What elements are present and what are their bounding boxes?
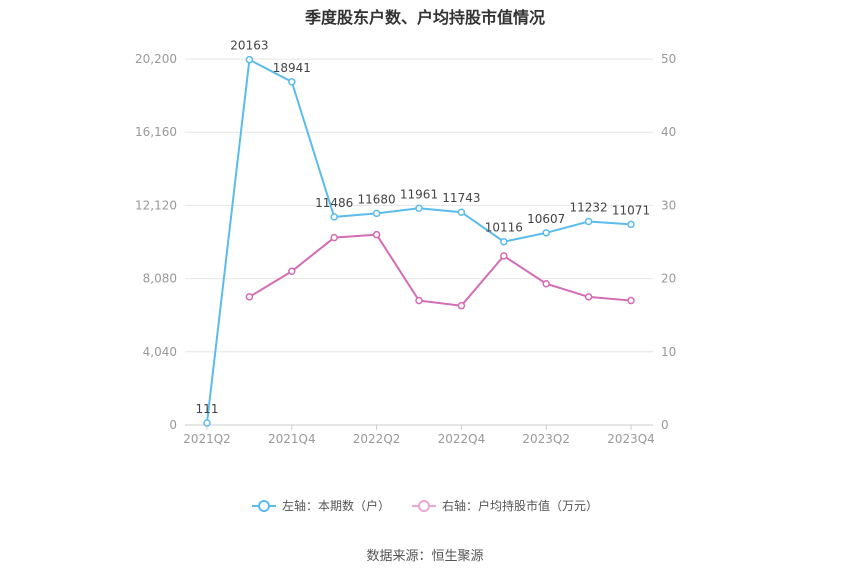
data-point-left [330, 213, 338, 221]
legend-left-label: 左轴：本期数（户） [281, 499, 390, 513]
x-tick-label: 2021Q2 [183, 432, 231, 446]
data-point-right [542, 279, 550, 288]
series-line-left [206, 58, 632, 424]
data-point-left [288, 78, 296, 86]
y-left-tick-label: 20,200 [135, 52, 177, 66]
data-point-left [584, 217, 593, 226]
data-label: 11071 [612, 203, 650, 217]
data-labels: 111 20163 18941 11486 11680 11961 11743 10116 10… [196, 39, 651, 416]
data-point-left [245, 55, 254, 64]
series-line-right [248, 233, 632, 307]
data-label: 10607 [527, 212, 565, 226]
x-tick-label: 2023Q2 [522, 432, 570, 446]
data-point-right [584, 293, 593, 301]
data-point-right [500, 252, 508, 260]
x-tick-label: 2021Q4 [268, 432, 316, 446]
data-point-right [330, 233, 338, 242]
y-right-tick-label: 20 [661, 272, 676, 286]
data-point-right [415, 296, 423, 305]
y-right-tick-label: 0 [661, 418, 669, 432]
series [203, 55, 635, 427]
y-left-tick-label: 0 [169, 418, 177, 432]
data-point-right [627, 296, 635, 305]
y-left-tick-label: 4,040 [143, 345, 177, 359]
data-point-right [372, 230, 381, 239]
data-point-left [500, 237, 508, 246]
x-tick-label: 2022Q2 [353, 432, 401, 446]
data-point-right [288, 267, 296, 276]
y-right-tick-label: 10 [661, 345, 676, 359]
data-point-left [542, 229, 550, 237]
data-point-right [245, 293, 254, 301]
legend-left-marker-icon [251, 499, 276, 512]
data-point-left [203, 419, 211, 427]
legend-right-marker-icon [412, 499, 436, 512]
data-point-left [457, 208, 466, 216]
data-label: 18941 [273, 61, 311, 75]
legend-item-right[interactable]: 右轴：户均持股市值（万元） [412, 497, 598, 514]
axes: 0 4,040 8,080 12,120 16,160 20,200 0 10 20 30 40 50… [135, 52, 676, 446]
data-point-right [457, 301, 466, 310]
x-tick-label: 2022Q4 [438, 432, 486, 446]
data-label: 11743 [442, 191, 480, 205]
chart-title: 季度股东户数、户均持股市值情况 [304, 8, 545, 27]
data-label: 10116 [485, 221, 523, 235]
data-source-note: 数据来源：恒生聚源 [366, 549, 484, 564]
data-point-left [627, 220, 635, 229]
data-label: 20163 [230, 39, 268, 53]
legend-right-label: 右轴：户均持股市值（万元） [442, 499, 599, 513]
x-tick-label: 2023Q4 [607, 432, 655, 446]
y-left-tick-label: 8,080 [143, 272, 177, 286]
data-label: 111 [196, 402, 219, 416]
y-left-tick-label: 16,160 [135, 125, 177, 139]
data-label: 11680 [358, 192, 396, 206]
y-left-tick-label: 12,120 [135, 198, 177, 212]
y-right-tick-label: 40 [661, 125, 676, 139]
data-label: 11961 [400, 187, 438, 201]
data-label: 11486 [315, 196, 353, 210]
legend: 左轴：本期数（户） 右轴：户均持股市值（万元） [0, 497, 850, 514]
legend-item-left[interactable]: 左轴：本期数（户） [251, 497, 390, 514]
y-right-tick-label: 30 [661, 198, 676, 212]
y-right-tick-label: 50 [661, 52, 676, 66]
data-point-left [415, 204, 423, 213]
data-label: 11232 [570, 200, 608, 214]
data-point-left [372, 209, 381, 218]
